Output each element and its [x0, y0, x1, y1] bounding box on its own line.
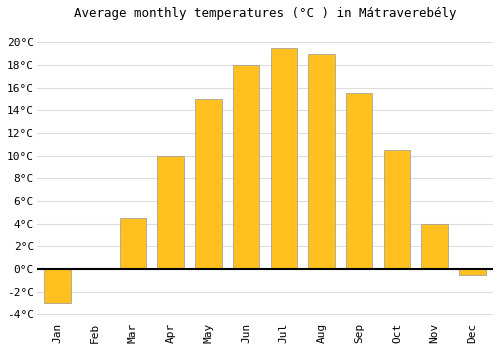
Bar [195, 99, 222, 269]
Bar [270, 48, 297, 269]
Bar [384, 150, 410, 269]
Bar [44, 269, 70, 303]
Bar [422, 224, 448, 269]
Bar [459, 269, 485, 275]
Bar [233, 65, 259, 269]
Bar [346, 93, 372, 269]
Bar [308, 54, 334, 269]
Bar [158, 156, 184, 269]
Title: Average monthly temperatures (°C ) in Mátraverebély: Average monthly temperatures (°C ) in Má… [74, 7, 456, 20]
Bar [120, 218, 146, 269]
